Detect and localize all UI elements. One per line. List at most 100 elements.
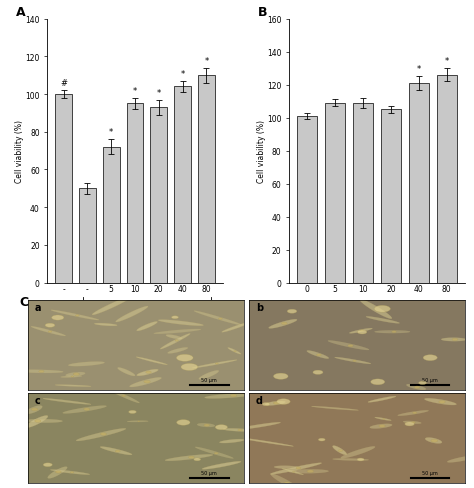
Polygon shape <box>271 474 301 488</box>
Ellipse shape <box>55 471 61 473</box>
Ellipse shape <box>189 456 194 459</box>
Circle shape <box>43 463 52 467</box>
Polygon shape <box>26 416 48 427</box>
Polygon shape <box>406 385 426 390</box>
Ellipse shape <box>73 373 80 376</box>
Y-axis label: Cell viability (%): Cell viability (%) <box>257 120 266 183</box>
Circle shape <box>277 399 290 405</box>
Text: *: * <box>133 87 137 96</box>
Polygon shape <box>333 458 369 461</box>
Y-axis label: Cell viability (%): Cell viability (%) <box>15 120 24 183</box>
Bar <box>437 76 456 283</box>
Text: C: C <box>19 295 28 308</box>
Ellipse shape <box>75 315 79 317</box>
Polygon shape <box>237 438 293 447</box>
Ellipse shape <box>35 420 41 423</box>
Text: d: d <box>255 395 263 406</box>
Text: 50 μm: 50 μm <box>201 377 217 383</box>
Polygon shape <box>43 399 91 405</box>
Polygon shape <box>398 410 428 416</box>
Polygon shape <box>199 370 219 380</box>
Ellipse shape <box>307 470 314 473</box>
Ellipse shape <box>284 482 290 485</box>
Polygon shape <box>425 438 442 444</box>
Bar <box>325 103 345 283</box>
Text: c: c <box>35 395 41 406</box>
Circle shape <box>405 422 414 426</box>
Ellipse shape <box>144 381 150 383</box>
Polygon shape <box>192 360 237 368</box>
Polygon shape <box>194 311 242 325</box>
Polygon shape <box>375 417 391 421</box>
Polygon shape <box>360 300 392 319</box>
Polygon shape <box>370 424 392 428</box>
Ellipse shape <box>175 340 178 342</box>
Ellipse shape <box>317 354 321 356</box>
Text: a: a <box>35 303 41 313</box>
Circle shape <box>287 309 297 314</box>
Ellipse shape <box>412 412 417 414</box>
Polygon shape <box>374 331 410 333</box>
Text: 50 μm: 50 μm <box>201 470 217 475</box>
Polygon shape <box>48 467 67 478</box>
Ellipse shape <box>392 331 396 333</box>
Polygon shape <box>269 320 297 329</box>
Bar <box>127 104 143 283</box>
Circle shape <box>273 373 288 380</box>
Polygon shape <box>136 357 167 365</box>
Text: 50 μm: 50 μm <box>422 377 438 383</box>
Circle shape <box>52 315 64 321</box>
Circle shape <box>313 370 323 375</box>
Polygon shape <box>307 351 329 359</box>
Bar <box>174 87 191 283</box>
Bar <box>103 147 119 283</box>
Circle shape <box>176 355 193 362</box>
Polygon shape <box>31 326 65 336</box>
Polygon shape <box>68 362 105 366</box>
Ellipse shape <box>452 339 458 341</box>
Ellipse shape <box>292 471 295 472</box>
Ellipse shape <box>70 471 74 473</box>
Polygon shape <box>76 428 126 441</box>
Ellipse shape <box>115 450 120 452</box>
Bar <box>409 84 428 283</box>
Polygon shape <box>61 376 82 378</box>
Circle shape <box>194 458 201 461</box>
Polygon shape <box>154 329 201 334</box>
Text: *: * <box>109 128 113 137</box>
Polygon shape <box>274 466 298 469</box>
Polygon shape <box>403 421 421 424</box>
Polygon shape <box>195 447 233 459</box>
Circle shape <box>177 420 190 426</box>
Polygon shape <box>368 396 396 403</box>
Text: 6-OHDA (250 μM): 6-OHDA (250 μM) <box>119 305 174 311</box>
Circle shape <box>319 438 325 441</box>
Ellipse shape <box>348 345 353 347</box>
Polygon shape <box>265 401 285 406</box>
Polygon shape <box>228 348 241 354</box>
Polygon shape <box>25 419 63 423</box>
Ellipse shape <box>39 370 44 373</box>
Polygon shape <box>219 439 244 443</box>
Circle shape <box>423 355 437 361</box>
Polygon shape <box>129 378 162 387</box>
Ellipse shape <box>379 425 385 427</box>
Polygon shape <box>118 368 135 376</box>
Ellipse shape <box>230 394 237 397</box>
Bar <box>381 110 401 283</box>
Circle shape <box>172 316 178 319</box>
Polygon shape <box>94 324 117 326</box>
Polygon shape <box>447 455 474 463</box>
Text: *: * <box>157 89 161 98</box>
Text: #: # <box>60 79 67 88</box>
Polygon shape <box>65 372 85 377</box>
Polygon shape <box>160 334 190 349</box>
Ellipse shape <box>282 323 287 325</box>
Polygon shape <box>282 468 303 475</box>
Polygon shape <box>127 421 148 422</box>
Polygon shape <box>270 463 322 474</box>
Polygon shape <box>104 387 139 403</box>
Polygon shape <box>116 306 148 323</box>
Text: *: * <box>204 57 209 66</box>
Circle shape <box>419 382 427 385</box>
